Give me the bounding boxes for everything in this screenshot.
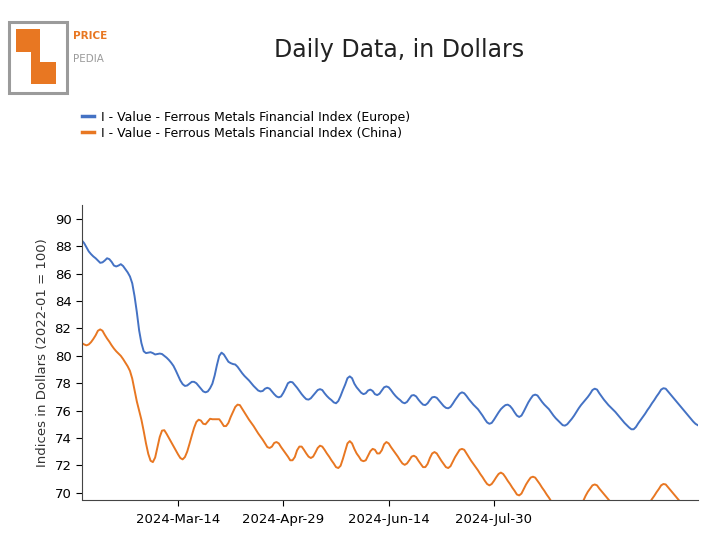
Y-axis label: Indices in Dollars (2022-01 = 100): Indices in Dollars (2022-01 = 100) bbox=[36, 238, 49, 467]
Bar bbox=[31, 52, 40, 62]
Text: PRICE: PRICE bbox=[73, 31, 108, 41]
Bar bbox=[9, 22, 67, 93]
Bar bbox=[16, 29, 40, 52]
Bar bbox=[31, 62, 56, 84]
Text: Daily Data, in Dollars: Daily Data, in Dollars bbox=[273, 38, 524, 62]
Text: PEDIA: PEDIA bbox=[73, 54, 104, 64]
Legend: I - Value - Ferrous Metals Financial Index (Europe), I - Value - Ferrous Metals : I - Value - Ferrous Metals Financial Ind… bbox=[82, 111, 409, 140]
